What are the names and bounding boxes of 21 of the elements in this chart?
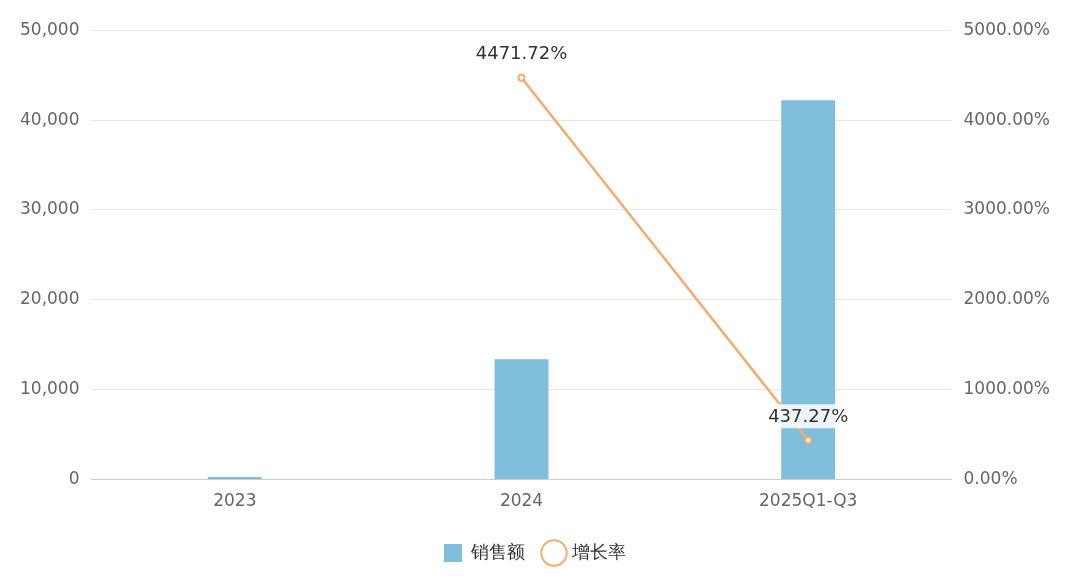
y2-tick-label: 1000.00% (963, 378, 1050, 399)
y-tick-label: 30,000 (20, 198, 80, 219)
y-tick-label: 10,000 (20, 378, 80, 399)
y2-tick-label: 2000.00% (963, 288, 1050, 309)
y2-tick-label: 3000.00% (963, 198, 1050, 219)
x-tick-label: 2023 (213, 490, 257, 511)
y-tick-label: 20,000 (20, 288, 80, 309)
data-label: 4471.72% (475, 42, 568, 64)
data-label: 437.27% (768, 404, 849, 426)
x-tick-label: 2025Q1-Q3 (758, 490, 858, 511)
y-tick-label: 0 (68, 468, 80, 489)
y2-tick-label: 5000.00% (963, 18, 1050, 39)
y2-tick-label: 0.00% (963, 468, 1018, 489)
legend-label: 销售额 (470, 540, 525, 562)
y2-tick-label: 4000.00% (963, 108, 1050, 129)
legend-label: 增长率 (571, 540, 626, 562)
bar (494, 359, 549, 480)
y-tick-label: 50,000 (20, 18, 80, 39)
bar (207, 476, 262, 480)
y-tick-label: 40,000 (20, 108, 80, 129)
x-tick-label: 2024 (499, 490, 544, 511)
